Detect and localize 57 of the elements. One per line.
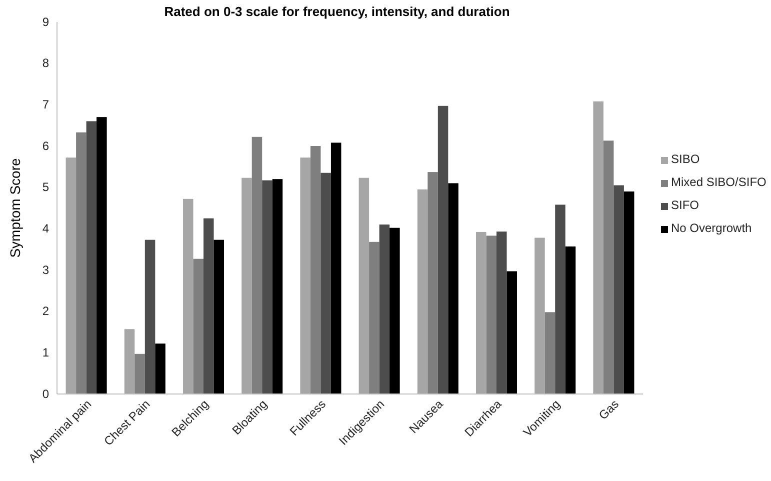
y-tick-label: 3 <box>42 262 50 277</box>
y-tick-label: 2 <box>42 304 50 318</box>
x-tick-label: Gas <box>596 396 622 422</box>
bar <box>448 183 458 394</box>
bar <box>379 224 390 394</box>
legend-label: No Overgrowth <box>671 221 752 235</box>
bar <box>555 204 566 394</box>
bar <box>565 246 576 394</box>
bar <box>242 178 252 394</box>
bar <box>66 158 76 394</box>
bar <box>438 106 448 394</box>
bar <box>534 238 545 394</box>
bar <box>214 240 224 394</box>
bar <box>417 189 428 394</box>
chart-title: Rated on 0-3 scale for frequency, intensity, and duration <box>164 4 510 19</box>
bar <box>603 140 614 394</box>
bar <box>96 117 107 394</box>
legend-label: SIFO <box>671 198 700 212</box>
bar <box>593 101 604 394</box>
bar <box>262 180 272 394</box>
bar <box>76 132 86 394</box>
bar <box>624 191 634 394</box>
bar <box>506 271 518 394</box>
bar <box>390 228 400 394</box>
bar <box>369 242 380 394</box>
bar <box>144 240 156 394</box>
bar <box>182 198 194 394</box>
bar <box>428 172 438 394</box>
bar <box>134 354 145 394</box>
bar <box>486 236 496 394</box>
y-tick-label: 9 <box>42 14 50 29</box>
bar <box>544 312 556 394</box>
legend-label: Mixed SIBO/SIFO <box>671 175 766 189</box>
bar <box>272 179 283 394</box>
bar <box>330 142 342 394</box>
legend-label: SIBO <box>671 152 700 166</box>
bar <box>86 121 97 394</box>
bar <box>496 232 507 394</box>
y-tick-label: 1 <box>42 346 50 360</box>
bar <box>252 136 262 394</box>
bar <box>193 258 204 394</box>
y-tick-label: 6 <box>42 138 50 153</box>
bar <box>310 146 321 394</box>
bar <box>300 158 310 394</box>
y-tick-label: 7 <box>42 98 50 112</box>
y-axis-title: Symptom Score <box>7 158 23 258</box>
bar <box>204 218 214 394</box>
y-tick-label: 8 <box>42 56 50 70</box>
bar <box>155 344 166 394</box>
bar <box>614 185 624 394</box>
bar <box>476 232 486 394</box>
y-tick-label: 0 <box>42 386 50 401</box>
bar <box>124 329 135 394</box>
bar <box>320 172 331 394</box>
bar <box>358 178 370 394</box>
y-tick-label: 5 <box>42 180 50 194</box>
y-tick-label: 4 <box>42 222 50 236</box>
